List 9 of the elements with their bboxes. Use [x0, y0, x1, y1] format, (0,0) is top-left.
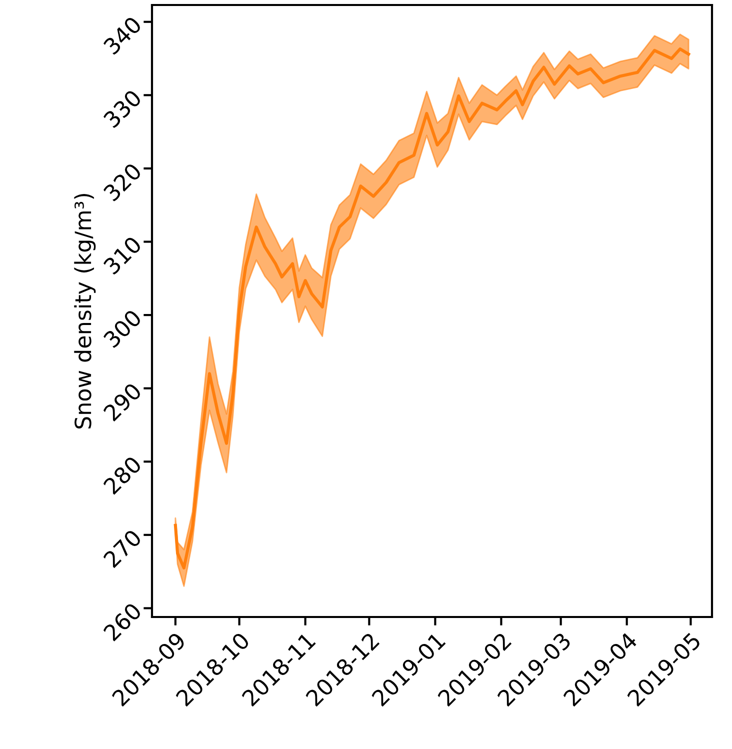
y-axis-title: Snow density (kg/m³) — [74, 194, 96, 428]
y-tick-label: 300 — [102, 308, 142, 348]
y-tick-label: 270 — [102, 528, 142, 568]
y-tick-label: 280 — [102, 455, 142, 496]
y-tick-label: 340 — [102, 16, 142, 56]
y-tick-label: 310 — [102, 235, 142, 276]
y-tick-label: 330 — [102, 88, 142, 129]
y-tick-label: 320 — [102, 162, 142, 202]
y-tick-label: 290 — [102, 382, 142, 422]
